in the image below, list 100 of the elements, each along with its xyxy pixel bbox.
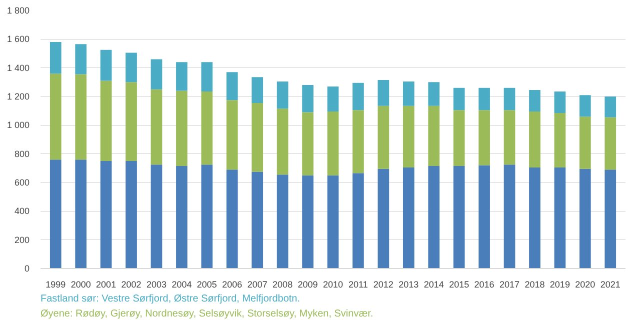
x-tick-label: 2020 xyxy=(575,280,596,290)
bar xyxy=(554,91,566,113)
bar xyxy=(504,88,516,110)
x-tick-label: 2010 xyxy=(322,280,344,290)
bar xyxy=(50,42,62,74)
bar xyxy=(554,112,566,168)
bar xyxy=(226,170,238,268)
x-tick-label: 2007 xyxy=(247,280,268,290)
bar xyxy=(302,175,314,268)
y-tick-label: 1 400 xyxy=(6,62,30,73)
y-tick-label: 1 000 xyxy=(6,120,30,130)
bar xyxy=(176,166,188,268)
bar xyxy=(201,164,213,268)
x-tick-label: 2021 xyxy=(600,280,620,290)
bar xyxy=(150,164,162,268)
x-tick-label: 2003 xyxy=(146,280,167,290)
x-tick-label: 2011 xyxy=(348,280,368,290)
bar xyxy=(352,110,364,174)
bar xyxy=(453,166,465,268)
bar xyxy=(75,74,87,160)
bar xyxy=(126,52,137,82)
bar xyxy=(478,165,490,268)
x-tick-label: 2015 xyxy=(449,280,470,290)
bar xyxy=(554,167,566,268)
bar xyxy=(176,62,188,91)
bar xyxy=(428,82,440,106)
text: Fastland sør: Vestre Sørfjord, Østre Sørfjord, Melfjordbotn. xyxy=(40,294,300,304)
bar xyxy=(150,89,162,165)
bar xyxy=(226,100,238,170)
bar xyxy=(604,117,616,170)
bar xyxy=(478,110,490,166)
x-tick-label: 2008 xyxy=(272,280,293,290)
x-tick-label: 2004 xyxy=(172,280,192,290)
bar xyxy=(504,110,516,165)
bar xyxy=(276,174,288,268)
bar xyxy=(100,80,112,161)
bar xyxy=(378,168,390,268)
x-tick-label: 2006 xyxy=(222,280,242,290)
bar xyxy=(579,95,591,117)
x-tick-label: 2017 xyxy=(500,280,520,290)
bar xyxy=(252,102,264,172)
bar xyxy=(327,175,339,268)
x-tick-label: 2016 xyxy=(474,280,494,290)
bar xyxy=(327,112,339,176)
bar xyxy=(579,116,591,169)
x-tick-label: 2001 xyxy=(96,280,116,290)
bar xyxy=(402,81,414,106)
bar xyxy=(478,88,490,110)
bar xyxy=(529,90,540,112)
bar xyxy=(352,82,364,110)
bar xyxy=(604,96,616,118)
bar xyxy=(201,62,213,92)
bar xyxy=(100,161,112,268)
bar xyxy=(504,164,516,268)
y-tick-label: 800 xyxy=(14,148,30,159)
bar xyxy=(327,86,339,112)
bar xyxy=(50,74,62,160)
bar xyxy=(378,106,390,169)
bar xyxy=(302,112,314,176)
bar xyxy=(50,160,62,268)
bar xyxy=(402,167,414,268)
bar xyxy=(428,166,440,268)
y-tick-label: 1 200 xyxy=(6,92,30,102)
bar xyxy=(302,85,314,112)
bar xyxy=(252,77,264,103)
bar xyxy=(453,110,465,166)
bar xyxy=(176,90,188,166)
y-tick-label: 600 xyxy=(14,178,30,188)
bar xyxy=(226,72,238,100)
text: Øyene: Rødøy, Gjerøy, Nordnesøy, Selsøyvik, Storselsøy, Myken, Svinvær. xyxy=(40,308,374,320)
bar xyxy=(201,91,213,165)
y-tick-label: 0 xyxy=(24,264,30,274)
bar xyxy=(150,59,162,90)
y-tick-label: 200 xyxy=(14,234,30,245)
bar xyxy=(529,112,540,168)
bar xyxy=(75,44,87,74)
bar xyxy=(126,161,137,268)
bar xyxy=(402,106,414,168)
bar xyxy=(75,160,87,268)
x-tick-label: 2012 xyxy=(373,280,394,290)
bar xyxy=(579,168,591,268)
bar xyxy=(378,80,390,106)
x-tick-label: 2013 xyxy=(398,280,419,290)
x-tick-label: 2002 xyxy=(121,280,142,290)
x-tick-label: 2005 xyxy=(196,280,217,290)
bar xyxy=(100,50,112,81)
x-tick-label: 2009 xyxy=(298,280,318,290)
bar xyxy=(453,88,465,110)
x-tick-label: 2000 xyxy=(70,280,91,290)
bar xyxy=(428,106,440,166)
bar xyxy=(276,108,288,175)
bar xyxy=(604,170,616,268)
bar xyxy=(276,81,288,109)
x-tick-label: 1999 xyxy=(46,280,66,290)
bar xyxy=(252,172,264,268)
bar xyxy=(126,82,137,161)
bar xyxy=(529,167,540,268)
y-tick-label: 1 600 xyxy=(6,34,30,44)
bar xyxy=(352,173,364,268)
x-tick-label: 2019 xyxy=(550,280,570,290)
